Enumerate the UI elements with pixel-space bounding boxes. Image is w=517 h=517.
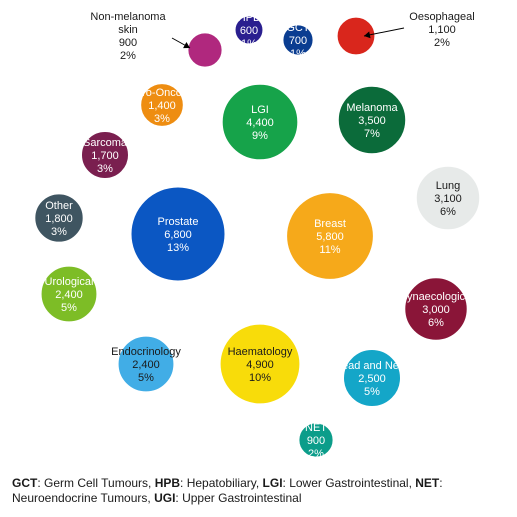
bubble-head-and-neck	[343, 349, 401, 407]
bubble-label-lgi-percent: 9%	[252, 130, 268, 142]
leader-arrowhead-non-melanoma-skin	[183, 42, 190, 49]
bubble-label-endocrinology-value: 2,400	[132, 359, 160, 371]
bubble-label-gynaecological-name: Gynaecological	[398, 291, 473, 303]
footnote-abbr-gct: GCT	[12, 476, 38, 490]
bubble-neuro-oncology	[140, 83, 184, 127]
bubble-haematology	[219, 323, 301, 405]
bubble-label-hpb-value: 600	[240, 25, 258, 37]
bubble-label-non-melanoma-skin-line-2: 900	[119, 37, 137, 49]
bubble-other	[34, 193, 84, 243]
bubble-label-gynaecological-value: 3,000	[422, 304, 450, 316]
bubble-label-sarcoma-percent: 3%	[97, 163, 113, 175]
bubble-label-net-name: NET	[305, 422, 327, 434]
footnote-text-ugi: : Upper Gastrointestinal	[175, 491, 302, 505]
bubble-oesophageal	[336, 16, 376, 56]
footnote-abbr-hpb: HPB	[154, 476, 181, 490]
bubble-label-breast-name: Breast	[314, 218, 346, 230]
bubble-label-haematology-name: Haematology	[228, 346, 293, 358]
footnote-text-hpb: : Hepatobiliary,	[180, 476, 263, 490]
bubble-label-urological-value: 2,400	[55, 289, 83, 301]
bubble-label-neuro-oncology-value: 1,400	[148, 100, 176, 112]
bubble-label-lung-percent: 6%	[440, 206, 456, 218]
bubble-label-lgi-name: LGI	[251, 104, 269, 116]
bubble-label-lgi-value: 4,400	[246, 117, 274, 129]
bubble-label-prostate-percent: 13%	[167, 242, 189, 254]
bubble-label-gct-percent: 1%	[290, 48, 306, 60]
bubble-label-urological-percent: 5%	[61, 302, 77, 314]
bubble-label-haematology-percent: 10%	[249, 372, 271, 384]
bubble-label-sarcoma-value: 1,700	[91, 150, 119, 162]
bubble-label-prostate-name: Prostate	[158, 216, 199, 228]
bubble-label-haematology-value: 4,900	[246, 359, 274, 371]
bubble-label-net-percent: 2%	[308, 448, 324, 460]
bubble-label-breast-percent: 11%	[319, 244, 340, 256]
footnote-text-gct: : Germ Cell Tumours,	[37, 476, 155, 490]
bubble-label-lung-name: Lung	[436, 180, 460, 192]
bubble-label-neuro-oncology-percent: 3%	[154, 113, 170, 125]
bubble-label-lung-value: 3,100	[434, 193, 462, 205]
bubble-label-breast-value: 5,800	[316, 231, 344, 243]
bubble-label-neuro-oncology-name: Neuro-Oncology	[122, 87, 203, 99]
bubble-label-sarcoma-name: Sarcoma	[83, 137, 128, 149]
bubble-hpb	[234, 15, 264, 45]
bubble-label-head-and-neck-name: Head and Neck	[334, 360, 410, 372]
leader-arrow-oesophageal	[363, 27, 405, 37]
bubble-label-endocrinology-name: Endocrinology	[111, 346, 181, 358]
footnote-abbr-net: NET	[415, 476, 440, 490]
bubble-label-endocrinology-percent: 5%	[138, 372, 154, 384]
footnote-text-net: : Neuroendocrine Tumours,	[12, 476, 443, 505]
bubble-label-oesophageal-line-2: 2%	[434, 37, 450, 49]
bubble-label-other-value: 1,800	[45, 213, 73, 225]
bubble-chart: HPB6001%GCT7001%Neuro-Oncology1,4003%LGI…	[34, 11, 481, 460]
bubble-lgi	[221, 83, 299, 161]
abbreviation-footnote: GCT: Germ Cell Tumours, HPB: Hepatobilia…	[12, 476, 512, 506]
bubble-label-melanoma-name: Melanoma	[346, 102, 398, 114]
bubble-label-hpb-percent: 1%	[241, 38, 257, 50]
footnote-abbr-ugi: UGI	[154, 491, 176, 505]
bubble-breast	[286, 192, 374, 280]
bubble-label-non-melanoma-skin-line-1: skin	[118, 24, 138, 36]
bubble-label-gct-value: 700	[289, 35, 307, 47]
footnote-abbr-lgi: LGI	[262, 476, 283, 490]
bubble-label-oesophageal-line-0: Oesophageal	[409, 11, 474, 23]
bubble-label-oesophageal-line-1: 1,100	[428, 24, 456, 36]
bubble-label-non-melanoma-skin-line-3: 2%	[120, 50, 136, 62]
bubble-label-other-name: Other	[45, 200, 73, 212]
bubble-label-gynaecological-percent: 6%	[428, 317, 444, 329]
bubble-gynaecological	[404, 277, 468, 341]
bubble-label-net-value: 900	[307, 435, 325, 447]
bubble-net	[298, 422, 334, 458]
bubble-label-head-and-neck-value: 2,500	[358, 373, 386, 385]
bubble-urological	[40, 265, 98, 323]
bubble-lung	[415, 165, 481, 231]
bubble-sarcoma	[80, 130, 130, 180]
bubble-label-melanoma-percent: 7%	[364, 128, 380, 140]
bubble-label-other-percent: 3%	[51, 226, 67, 238]
bubble-endocrinology	[117, 335, 175, 393]
bubble-label-hpb-name: HPB	[238, 12, 261, 24]
bubble-label-gct-name: GCT	[286, 22, 310, 34]
bubble-prostate	[130, 186, 226, 282]
bubble-label-head-and-neck-percent: 5%	[364, 386, 380, 398]
bubble-gct	[282, 24, 314, 56]
bubble-non-melanoma-skin	[187, 32, 223, 68]
bubble-label-melanoma-value: 3,500	[358, 115, 386, 127]
footnote-text-lgi: : Lower Gastrointestinal,	[282, 476, 416, 490]
bubble-melanoma	[337, 85, 407, 155]
leader-arrowhead-oesophageal	[364, 31, 371, 39]
bubble-label-non-melanoma-skin-line-0: Non-melanoma	[90, 11, 166, 23]
bubble-label-urological-name: Urological	[45, 276, 94, 288]
bubble-label-prostate-value: 6,800	[164, 229, 192, 241]
